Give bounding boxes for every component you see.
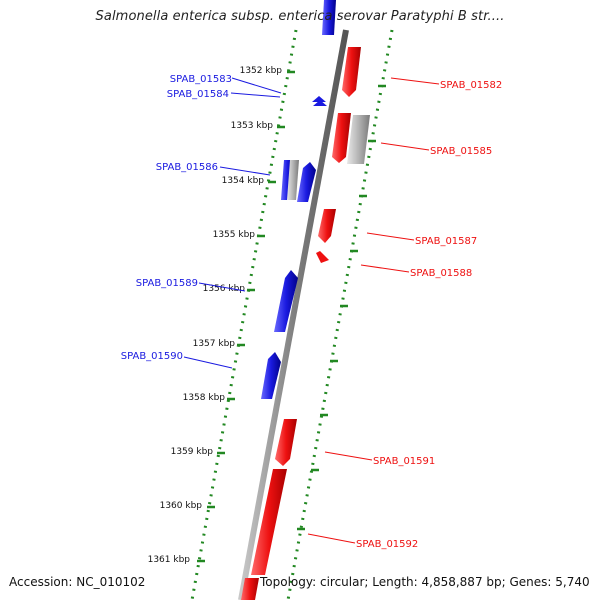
tick-label-1357: 1357 kbp [193, 339, 236, 349]
inner-tick-marks [197, 70, 295, 563]
leader-line [324, 451, 373, 461]
tick-labels: 1352 kbp 1353 kbp 1354 kbp 1355 kbp 1356… [148, 66, 283, 565]
gene-feature-spab-01587[interactable] [318, 209, 336, 243]
leader-line [366, 232, 415, 241]
forward-gene-labels: SPAB_01582 SPAB_01585 SPAB_01587 SPAB_01… [356, 80, 502, 550]
gene-label-spab-01582[interactable]: SPAB_01582 [440, 80, 502, 91]
gene-label-spab-01590[interactable]: SPAB_01590 [121, 351, 183, 362]
gene-feature-spab-01585-gray[interactable] [347, 115, 370, 164]
inner-dotted-track [190, 29, 298, 600]
tick-label-1354: 1354 kbp [222, 176, 265, 186]
gene-label-spab-01586[interactable]: SPAB_01586 [156, 162, 218, 173]
tick-label-1361: 1361 kbp [148, 555, 191, 565]
tick-label-1356: 1356 kbp [203, 284, 246, 294]
gene-feature-reverse-top[interactable] [322, 0, 336, 35]
outer-tick-marks [297, 84, 386, 531]
tick-label-1352: 1352 kbp [240, 66, 283, 76]
gene-feature-spab-01588[interactable] [316, 251, 329, 263]
gene-label-spab-01589[interactable]: SPAB_01589 [136, 278, 198, 289]
genome-backbone [238, 29, 349, 600]
gene-label-spab-01583[interactable]: SPAB_01583 [170, 74, 232, 85]
outer-dotted-track [286, 29, 394, 600]
gene-label-spab-01591[interactable]: SPAB_01591 [373, 456, 435, 467]
gene-feature-spab-01591[interactable] [275, 419, 297, 466]
leader-line [360, 264, 410, 273]
gene-label-spab-01585[interactable]: SPAB_01585 [430, 146, 492, 157]
gene-feature-forward-bottom[interactable] [241, 578, 259, 600]
gene-label-spab-01587[interactable]: SPAB_01587 [415, 236, 477, 247]
tick-label-1359: 1359 kbp [171, 447, 214, 457]
gene-feature-spab-01586-segment[interactable] [287, 160, 299, 200]
gene-label-spab-01584[interactable]: SPAB_01584 [167, 89, 229, 100]
genome-title: Salmonella enterica subsp. enterica sero… [95, 9, 505, 24]
accession-label: Accession: NC_010102 [9, 575, 146, 589]
gene-label-spab-01592[interactable]: SPAB_01592 [356, 539, 418, 550]
leader-line [219, 166, 271, 176]
leader-line [183, 356, 233, 369]
leader-line [231, 77, 282, 94]
tick-label-1355: 1355 kbp [213, 230, 256, 240]
tick-label-1358: 1358 kbp [183, 393, 226, 403]
genome-summary: Topology: circular; Length: 4,858,887 bp… [260, 575, 590, 589]
gene-feature-reverse-1354[interactable] [297, 162, 316, 202]
tick-label-1353: 1353 kbp [231, 121, 274, 131]
leader-line [230, 92, 281, 98]
leader-line [198, 282, 246, 292]
leader-line [380, 142, 430, 151]
gene-feature-spab-01583[interactable] [312, 96, 326, 102]
reverse-gene-labels: SPAB_01583 SPAB_01584 SPAB_01586 SPAB_01… [121, 74, 232, 362]
reverse-label-leaders [183, 77, 282, 369]
leader-line [390, 77, 440, 85]
tick-label-1360: 1360 kbp [160, 501, 203, 511]
gene-feature-spab-01592[interactable] [251, 469, 287, 575]
gene-feature-spab-01585-red[interactable] [332, 113, 351, 163]
gene-feature-spab-01582[interactable] [342, 47, 361, 97]
gene-label-spab-01588[interactable]: SPAB_01588 [410, 268, 472, 279]
gene-feature-spab-01589[interactable] [274, 270, 298, 332]
leader-line [307, 533, 356, 544]
gene-feature-spab-01584[interactable] [313, 100, 327, 106]
forward-label-leaders [307, 77, 440, 544]
gene-feature-spab-01590[interactable] [261, 352, 281, 399]
